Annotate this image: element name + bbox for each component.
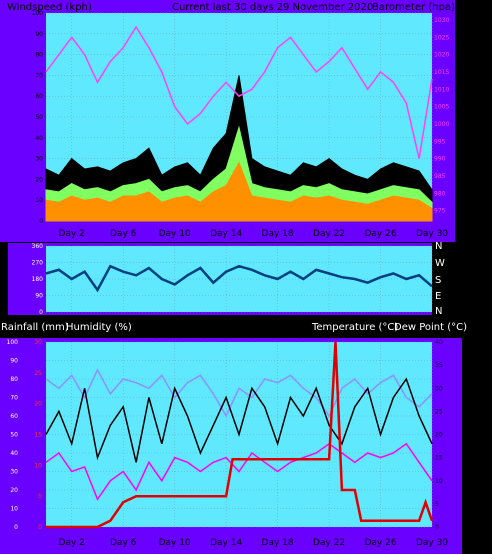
rainfall-line: [46, 341, 434, 529]
top-left-tick-label: 90: [35, 31, 43, 38]
top-title: Current last 30 days 29 November 2020: [172, 2, 373, 13]
temperature-tick-label: 25: [435, 408, 443, 415]
humidity-tick-label: 60: [10, 413, 18, 420]
direction-tick-label: 180: [32, 276, 44, 283]
top-right-tick-label: 1000: [434, 121, 449, 128]
top-x-tick-label: Day 2: [59, 229, 85, 239]
humidity-tick-label: 40: [10, 450, 18, 457]
top-x-tick-label: Day 18: [262, 229, 294, 239]
humidity-tick-label: 90: [10, 358, 18, 365]
direction-tick-label: 360: [32, 243, 44, 250]
temperature-tick-label: 10: [435, 478, 443, 485]
top-right-tick-label: 990: [434, 156, 446, 163]
bottom-x-tick-label: Day 22: [313, 538, 345, 548]
humidity-tick-label: 10: [10, 506, 18, 513]
top-x-tick-label: Day 14: [210, 229, 242, 239]
humidity-tick-label: 30: [10, 469, 18, 476]
humidity-tick-label: 80: [10, 376, 18, 383]
top-right-tick-label: 1015: [434, 69, 449, 76]
top-x-tick-label: Day 10: [159, 229, 191, 239]
top-left-tick-label: 70: [35, 72, 43, 79]
top-right-axis-label: Barometer (hpa): [372, 2, 455, 13]
bottom-x-tick-label: Day 14: [210, 538, 242, 548]
rain-tick-label: 20: [34, 401, 42, 408]
humidity-tick-label: 100: [7, 339, 19, 346]
rain-tick-label: 25: [34, 370, 42, 377]
bottom-x-tick-label: Day 10: [159, 538, 191, 548]
top-right-tick-label: 1020: [434, 52, 449, 59]
top-x-tick-label: Day 22: [313, 229, 345, 239]
dew-point-line: [45, 442, 433, 501]
bottom-x-tick-label: Day 6: [110, 538, 137, 548]
humidity-tick-label: 0: [14, 524, 18, 531]
label-strip-top: [0, 0, 455, 11]
temperature-axis-label: Temperature (°C): [311, 322, 398, 333]
top-series-area: [45, 161, 433, 222]
dewpoint-axis-label: Dew Point (°C): [394, 322, 467, 333]
direction-label-n-top: N: [435, 241, 442, 252]
top-left-tick-label: 100: [32, 10, 44, 17]
direction-label-w: W: [435, 258, 445, 269]
top-left-tick-label: 80: [35, 52, 43, 59]
top-left-tick-label: 40: [35, 135, 43, 142]
rainfall-axis-label: Rainfall (mm): [1, 322, 69, 333]
top-right-tick-label: 980: [434, 190, 446, 197]
rain-tick-label: 5: [38, 493, 42, 500]
rain-tick-label: 0: [38, 524, 42, 531]
top-left-axis-label: Windspeed (kph): [7, 2, 92, 13]
bottom-x-tick-label: Day 18: [262, 538, 294, 548]
top-right-tick-label: 995: [434, 138, 446, 145]
rain-tick-label: 15: [34, 432, 42, 439]
bottom-x-tick-label: Day 26: [364, 538, 396, 548]
top-left-tick-label: 30: [35, 156, 43, 163]
top-right-tick-label: 975: [434, 208, 446, 215]
direction-label-e: E: [435, 291, 441, 302]
top-x-tick-label: Day 6: [110, 229, 137, 239]
temperature-tick-label: 35: [435, 362, 443, 369]
top-left-tick-label: 0: [39, 218, 43, 225]
temperature-tick-label: 15: [435, 455, 443, 462]
bottom-x-tick-label: Day 2: [59, 538, 85, 548]
direction-label-s: S: [435, 275, 441, 286]
temperature-tick-label: 40: [435, 339, 443, 346]
top-left-tick-label: 50: [35, 114, 43, 121]
rain-tick-label: 10: [34, 462, 42, 469]
humidity-axis-label: Humidity (%): [66, 322, 132, 333]
top-x-tick-label: Day 26: [364, 229, 396, 239]
wind-direction-line: [45, 264, 433, 293]
direction-tick-label: 270: [32, 260, 44, 267]
temperature-line: [45, 377, 433, 463]
temperature-tick-label: 20: [435, 432, 443, 439]
temperature-tick-label: 0: [435, 524, 439, 531]
humidity-tick-label: 20: [10, 487, 18, 494]
top-left-tick-label: 10: [35, 197, 43, 204]
top-x-tick-label: Day 30: [416, 229, 448, 239]
top-right-tick-label: 1025: [434, 34, 449, 41]
humidity-tick-label: 70: [10, 395, 18, 402]
temperature-tick-label: 5: [435, 501, 439, 508]
rain-tick-label: 30: [34, 339, 42, 346]
top-right-tick-label: 985: [434, 173, 446, 180]
top-right-tick-label: 1010: [434, 86, 449, 93]
humidity-tick-label: 50: [10, 432, 18, 439]
temperature-tick-label: 30: [435, 385, 443, 392]
humidity-line: [45, 368, 433, 418]
direction-tick-label: 0: [39, 309, 43, 316]
barometer-line: [45, 25, 433, 159]
top-right-tick-label: 1030: [434, 17, 449, 24]
direction-label-n-bottom: N: [435, 306, 442, 317]
top-left-tick-label: 20: [35, 176, 43, 183]
bottom-x-tick-label: Day 30: [416, 538, 448, 548]
direction-tick-label: 90: [35, 293, 43, 300]
top-left-tick-label: 60: [35, 93, 43, 100]
top-right-tick-label: 1005: [434, 104, 449, 111]
